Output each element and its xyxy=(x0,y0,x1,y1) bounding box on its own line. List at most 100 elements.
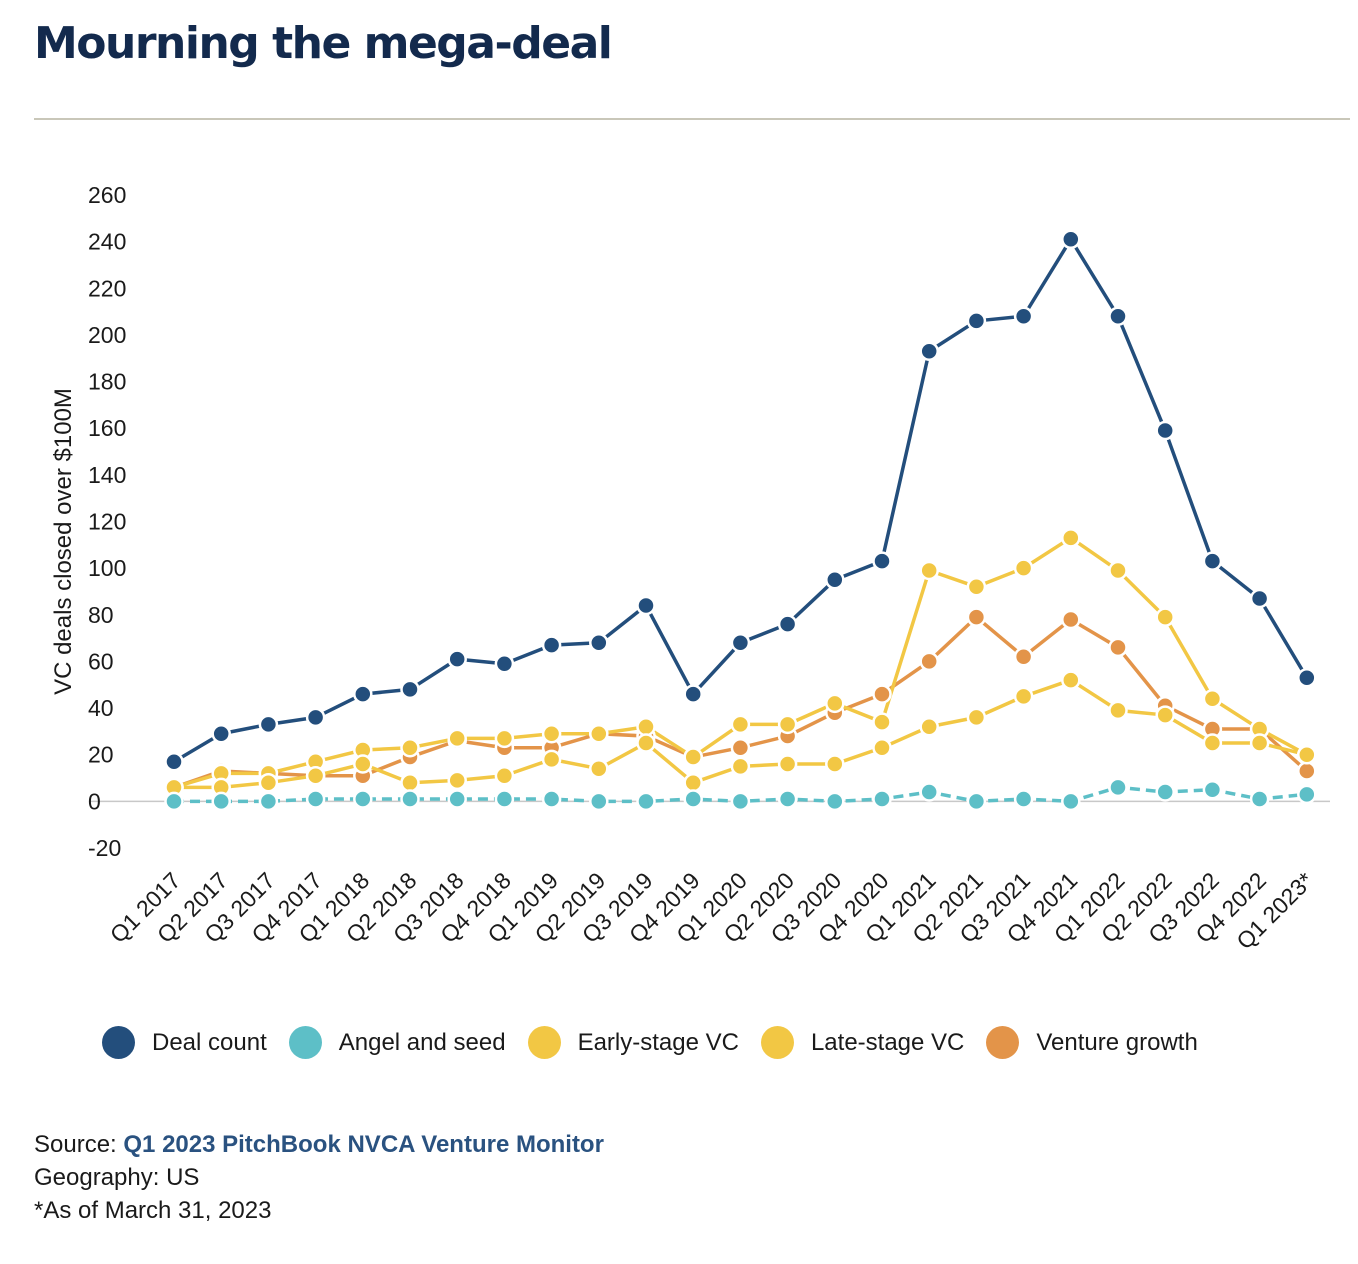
data-point-early-stage-vc xyxy=(683,772,703,793)
data-point-deal-count xyxy=(589,633,609,653)
data-point-early-stage-vc xyxy=(1202,733,1223,753)
y-tick-label: -20 xyxy=(88,835,121,861)
data-point-venture-growth xyxy=(1061,609,1081,630)
legend-swatch-late-stage-vc xyxy=(760,1026,794,1059)
data-point-angel-and-seed xyxy=(447,789,467,809)
data-point-late-stage-vc xyxy=(1013,558,1034,578)
data-point-venture-growth xyxy=(872,684,892,704)
legend-swatch-venture-growth xyxy=(986,1026,1020,1059)
source-prefix: Source: xyxy=(34,1131,124,1158)
data-point-early-stage-vc xyxy=(1155,705,1175,725)
data-point-angel-and-seed xyxy=(1297,784,1317,805)
data-point-early-stage-vc xyxy=(447,770,467,791)
data-point-angel-and-seed xyxy=(541,789,562,809)
data-point-early-stage-vc xyxy=(1013,686,1034,707)
data-point-early-stage-vc xyxy=(1249,733,1270,753)
y-tick-label: 20 xyxy=(88,742,114,768)
y-tick-label: 100 xyxy=(88,555,126,581)
data-point-early-stage-vc xyxy=(966,707,987,728)
data-point-deal-count xyxy=(1013,306,1034,327)
data-point-deal-count xyxy=(919,341,939,362)
data-point-early-stage-vc xyxy=(400,772,420,793)
data-point-angel-and-seed xyxy=(258,791,279,812)
data-point-late-stage-vc xyxy=(494,728,515,749)
chart-legend: Deal count Angel and seed Early-stage VC… xyxy=(102,1026,1220,1059)
chart-footer: Source: Q1 2023 PitchBook NVCA Venture M… xyxy=(34,1128,604,1227)
data-point-late-stage-vc xyxy=(541,723,562,744)
legend-swatch-angel-and-seed xyxy=(288,1026,322,1059)
data-point-late-stage-vc xyxy=(872,712,892,732)
legend-label-angel-and-seed: Angel and seed xyxy=(338,1028,506,1056)
as-of-note: *As of March 31, 2023 xyxy=(34,1197,272,1224)
legend-label-deal-count: Deal count xyxy=(152,1028,267,1056)
data-point-deal-count xyxy=(1297,668,1317,688)
source-link[interactable]: Q1 2023 PitchBook NVCA Venture Monitor xyxy=(123,1131,604,1158)
data-point-late-stage-vc xyxy=(1108,560,1128,581)
data-point-angel-and-seed xyxy=(164,791,184,812)
data-point-early-stage-vc xyxy=(541,749,562,770)
data-point-angel-and-seed xyxy=(494,789,515,809)
data-point-early-stage-vc xyxy=(730,756,751,777)
chart-title: Mourning the mega-deal xyxy=(34,18,613,69)
y-tick-label: 60 xyxy=(88,648,114,674)
data-point-late-stage-vc xyxy=(825,693,845,714)
data-point-angel-and-seed xyxy=(683,789,703,809)
data-point-angel-and-seed xyxy=(730,791,751,812)
data-point-venture-growth xyxy=(919,651,939,672)
y-tick-label: 260 xyxy=(88,182,126,208)
data-point-angel-and-seed xyxy=(589,791,609,812)
data-point-deal-count xyxy=(353,684,373,704)
geography-note: Geography: US xyxy=(34,1164,200,1191)
data-point-venture-growth xyxy=(966,607,987,627)
data-point-angel-and-seed xyxy=(211,791,231,812)
data-point-deal-count xyxy=(258,714,279,735)
data-point-angel-and-seed xyxy=(305,789,326,809)
y-axis-title: VC deals closed over $100M xyxy=(50,388,77,695)
title-divider xyxy=(34,118,1350,120)
data-point-angel-and-seed xyxy=(1061,791,1081,812)
data-point-angel-and-seed xyxy=(400,789,420,809)
data-point-deal-count xyxy=(305,707,326,728)
data-point-early-stage-vc xyxy=(305,765,326,786)
legend-swatch-early-stage-vc xyxy=(527,1026,561,1059)
data-point-deal-count xyxy=(1108,306,1128,327)
y-tick-label: 160 xyxy=(88,415,126,441)
y-tick-label: 200 xyxy=(88,322,126,348)
data-point-venture-growth xyxy=(1297,761,1317,781)
legend-label-late-stage-vc: Late-stage VC xyxy=(810,1028,965,1056)
data-point-late-stage-vc xyxy=(447,728,467,749)
data-point-venture-growth xyxy=(730,737,751,758)
y-tick-label: 80 xyxy=(88,602,114,628)
data-point-early-stage-vc xyxy=(494,765,515,786)
data-point-deal-count xyxy=(872,551,892,571)
data-point-early-stage-vc xyxy=(258,772,279,793)
line-chart: -20 0 20 40 60 80 100 120 140 160 180 200 220 240 260 V… xyxy=(50,182,1330,954)
data-point-angel-and-seed xyxy=(1013,789,1034,809)
data-point-early-stage-vc xyxy=(636,733,656,753)
legend-item-angel-and-seed: Angel and seed xyxy=(288,1026,506,1059)
data-point-late-stage-vc xyxy=(1202,688,1223,709)
data-point-venture-growth xyxy=(1108,637,1128,658)
legend-item-deal-count: Deal count xyxy=(102,1026,267,1059)
legend-item-venture-growth: Venture growth xyxy=(986,1026,1198,1059)
data-point-early-stage-vc xyxy=(919,716,939,737)
data-point-deal-count xyxy=(1155,420,1175,441)
data-point-early-stage-vc xyxy=(825,754,845,774)
data-point-late-stage-vc xyxy=(730,714,751,735)
data-point-late-stage-vc xyxy=(1155,607,1175,627)
data-point-early-stage-vc xyxy=(353,754,373,774)
series-line-deal-count xyxy=(173,237,1309,764)
data-point-deal-count xyxy=(636,595,656,616)
legend-label-venture-growth: Venture growth xyxy=(1036,1028,1198,1056)
data-point-deal-count xyxy=(966,311,987,331)
y-tick-label: 40 xyxy=(88,695,114,721)
data-point-deal-count xyxy=(1061,229,1081,250)
data-point-early-stage-vc xyxy=(1061,670,1081,690)
data-point-late-stage-vc xyxy=(400,737,420,758)
data-point-deal-count xyxy=(164,751,184,772)
data-point-deal-count xyxy=(730,633,751,653)
y-tick-label: 0 xyxy=(88,788,101,814)
legend-item-early-stage-vc: Early-stage VC xyxy=(527,1026,739,1059)
data-point-angel-and-seed xyxy=(966,791,987,812)
legend-item-late-stage-vc: Late-stage VC xyxy=(760,1026,965,1059)
